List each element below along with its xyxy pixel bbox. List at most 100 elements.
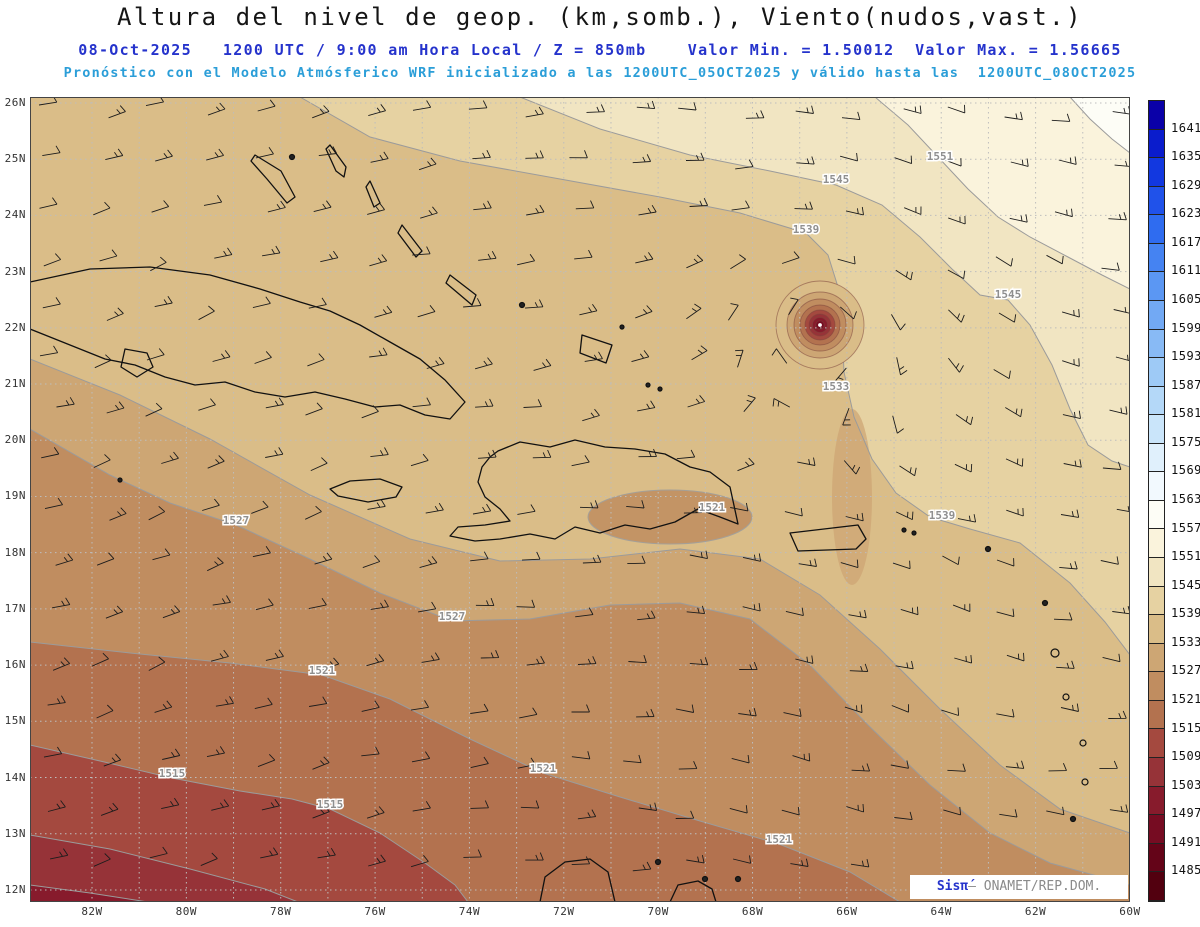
wind-barb xyxy=(105,148,124,161)
wind-barb xyxy=(366,654,385,667)
wind-barb xyxy=(412,100,432,111)
lon-label: 66W xyxy=(836,905,858,918)
wind-barb xyxy=(526,204,545,216)
wind-barb xyxy=(214,247,233,259)
legend-swatch xyxy=(1149,815,1164,844)
wind-barb xyxy=(370,151,389,163)
wind-barb xyxy=(470,703,489,714)
wind-barb xyxy=(525,852,544,861)
wind-barb xyxy=(472,503,492,515)
wind-barb xyxy=(851,763,871,772)
wind-barb xyxy=(200,852,218,867)
wind-barb xyxy=(1063,459,1082,468)
wind-barb xyxy=(155,149,173,162)
legend-swatch xyxy=(1149,215,1164,244)
lat-label: 24N xyxy=(4,208,26,222)
wind-barb xyxy=(790,858,809,867)
wind-barb xyxy=(516,599,536,608)
wind-barb xyxy=(516,253,535,266)
wind-barb xyxy=(574,249,593,260)
legend-swatch xyxy=(1149,586,1164,616)
wind-barb xyxy=(418,601,437,613)
wind-barb xyxy=(150,256,167,272)
wind-barb xyxy=(1054,208,1073,218)
wind-barb xyxy=(161,797,180,810)
wind-barb xyxy=(798,558,817,567)
wind-barb xyxy=(781,806,800,816)
lat-label: 16N xyxy=(4,658,26,672)
wind-barb xyxy=(368,104,386,117)
legend-value: 1527 xyxy=(1171,663,1200,678)
legend-swatch xyxy=(1149,786,1164,816)
wind-barb xyxy=(795,655,814,664)
wind-barb xyxy=(638,802,658,811)
wind-barb xyxy=(728,303,739,321)
wind-barb xyxy=(202,498,220,511)
wind-barb xyxy=(361,405,379,419)
wind-barb xyxy=(1109,406,1128,415)
contour-label: 1521 xyxy=(699,501,726,514)
legend-value: 1485 xyxy=(1171,863,1200,878)
wind-barb xyxy=(954,463,973,473)
legend-swatch xyxy=(1149,300,1164,330)
contour-label: 1539 xyxy=(793,223,820,236)
wind-barb xyxy=(797,457,816,466)
wind-barb xyxy=(689,198,709,207)
wind-barb xyxy=(632,154,652,164)
wind-barb xyxy=(145,97,164,107)
legend-value: 1551 xyxy=(1171,549,1200,564)
contour-label: 1545 xyxy=(995,288,1022,301)
wind-barb xyxy=(571,704,590,713)
wind-barb xyxy=(839,152,858,162)
wind-barb xyxy=(1113,305,1130,314)
wind-barb xyxy=(686,605,706,615)
wind-barb xyxy=(575,607,594,618)
wind-barb xyxy=(731,200,750,211)
wind-barb xyxy=(368,854,386,867)
wind-barb xyxy=(367,499,386,510)
lon-label: 68W xyxy=(741,905,764,918)
map-title: Altura del nivel de geop. (km,somb.), Vi… xyxy=(116,3,1084,31)
wind-barb xyxy=(947,269,966,279)
lat-label: 15N xyxy=(4,714,26,728)
wind-barb xyxy=(203,195,223,206)
wind-barb xyxy=(737,457,755,472)
wind-barb xyxy=(320,250,339,263)
legend-value: 1557 xyxy=(1171,520,1200,535)
wind-barb xyxy=(106,307,124,321)
wind-barb xyxy=(996,608,1015,618)
wind-barb xyxy=(742,553,762,562)
wind-barb xyxy=(100,802,119,816)
wind-barb xyxy=(517,757,536,769)
legend-swatch xyxy=(1149,843,1164,873)
wind-barb xyxy=(995,256,1013,267)
wind-barb xyxy=(148,505,165,521)
wind-barb xyxy=(903,105,922,114)
wind-barb xyxy=(730,254,746,270)
wind-barb xyxy=(771,348,788,364)
legend-swatch xyxy=(1149,643,1164,673)
legend-value: 1611 xyxy=(1171,263,1200,278)
wind-barb xyxy=(636,100,656,110)
contour-label: 1539 xyxy=(929,509,956,522)
wind-barb xyxy=(635,252,654,264)
wind-barb xyxy=(1005,407,1023,418)
wind-barb xyxy=(586,104,605,113)
legend-value: 1563 xyxy=(1171,492,1200,506)
wind-barb xyxy=(839,306,857,320)
watermark-brand: Sisπ́ xyxy=(936,879,969,894)
wind-barb xyxy=(91,652,109,667)
wind-barb xyxy=(686,855,705,864)
lat-label: 18N xyxy=(4,545,26,559)
wind-barb xyxy=(43,746,63,758)
wind-barb xyxy=(637,610,656,621)
wind-barb xyxy=(899,465,917,477)
wind-barb xyxy=(834,367,847,385)
wind-barb xyxy=(1006,507,1024,517)
wind-barb xyxy=(948,215,966,225)
wind-barb xyxy=(686,254,704,269)
wind-barb xyxy=(410,855,429,868)
legend-swatch xyxy=(1149,700,1164,730)
wind-barb xyxy=(942,555,960,565)
wind-barb xyxy=(265,649,284,661)
